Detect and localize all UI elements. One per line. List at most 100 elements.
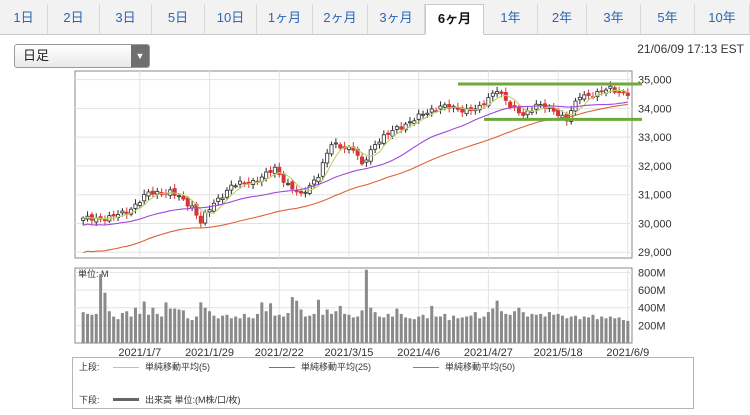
timestamp: 21/06/09 17:13 EST <box>637 42 744 56</box>
candle-up <box>438 105 443 110</box>
tab-1[interactable]: 1日 <box>0 4 48 34</box>
volume-bar <box>569 316 573 343</box>
volume-bar <box>142 301 146 343</box>
volume-bar <box>221 315 225 343</box>
period-select-value: 日足 <box>23 48 50 63</box>
candle-down <box>290 181 295 190</box>
candle-down <box>625 92 630 96</box>
tab-4[interactable]: 5日 <box>152 4 205 34</box>
price-tick-label: 33,000 <box>638 132 672 144</box>
chevron-down-icon[interactable]: ▼ <box>131 45 149 67</box>
price-tick-label: 30,000 <box>638 218 672 230</box>
candle-up <box>421 113 426 116</box>
price-tick-label: 35,000 <box>638 75 672 87</box>
candle-down <box>198 215 203 224</box>
volume-bar <box>351 317 355 343</box>
candle-up <box>429 108 434 113</box>
tab-9[interactable]: 6ヶ月 <box>425 4 484 35</box>
volume-bar <box>386 313 390 343</box>
legend-ma5-swatch <box>113 367 139 368</box>
volume-bar <box>190 320 194 343</box>
period-tabs: 1日 2日 3日 5日 10日 1ヶ月 2ヶ月 3ヶ月 6ヶ月 1年 2年 3年 5年 10年 <box>0 0 750 35</box>
volume-bar <box>478 318 482 343</box>
tab-8[interactable]: 3ヶ月 <box>368 4 425 34</box>
candle-up <box>316 176 321 183</box>
tab-12[interactable]: 3年 <box>587 4 641 34</box>
legend-volume-swatch <box>113 398 139 401</box>
candle-up <box>416 113 421 120</box>
candle-up <box>407 121 412 124</box>
volume-bar <box>277 314 281 343</box>
volume-bar <box>587 317 591 343</box>
tab-7[interactable]: 2ヶ月 <box>313 4 368 34</box>
candle-up <box>224 189 229 198</box>
candle-down <box>268 170 273 173</box>
candle-down <box>621 91 626 94</box>
volume-bar <box>600 316 604 343</box>
tab-3[interactable]: 3日 <box>100 4 152 34</box>
volume-bar <box>343 313 347 343</box>
candle-up <box>577 96 582 101</box>
volume-bar <box>547 312 551 343</box>
legend-ma-items: 単純移動平均(5) 単純移動平均(25) 単純移動平均(50) <box>107 360 687 374</box>
volume-bar <box>255 313 259 343</box>
volume-bar <box>234 316 238 343</box>
volume-bar <box>316 299 320 343</box>
tab-10[interactable]: 1年 <box>484 4 538 34</box>
volume-bar <box>133 307 137 343</box>
volume-tick-label: 600M <box>638 285 666 297</box>
candle-up <box>264 171 269 180</box>
price-tick-label: 29,000 <box>638 247 672 259</box>
volume-bar <box>591 314 595 343</box>
volume-bar <box>112 316 116 343</box>
tab-6[interactable]: 1ヶ月 <box>257 4 313 34</box>
x-tick-label: 2021/4/6 <box>397 347 440 359</box>
volume-bar <box>147 314 151 343</box>
x-tick-label: 2021/2/22 <box>255 347 304 359</box>
volume-bar <box>199 302 203 343</box>
candle-down <box>551 107 556 112</box>
volume-bar <box>356 316 360 343</box>
volume-bar <box>578 319 582 343</box>
volume-bar <box>412 319 416 343</box>
candle-down <box>181 195 186 200</box>
candle-down <box>281 173 286 183</box>
candle-up <box>477 104 482 111</box>
tab-5[interactable]: 10日 <box>205 4 257 34</box>
candle-up <box>203 212 208 224</box>
candle-up <box>211 202 216 212</box>
volume-bar <box>295 300 299 343</box>
tab-13[interactable]: 5年 <box>641 4 695 34</box>
x-tick-label: 2021/1/29 <box>185 347 234 359</box>
volume-tick-label: 200M <box>638 320 666 332</box>
candle-down <box>102 219 107 222</box>
candle-up <box>207 209 212 213</box>
volume-bar <box>151 307 155 343</box>
legend-lower-label: 下段: <box>79 395 100 405</box>
volume-bar <box>269 303 273 343</box>
volume-bar <box>299 309 303 343</box>
volume-bar <box>508 314 512 343</box>
volume-bar <box>574 315 578 343</box>
volume-bar <box>382 317 386 343</box>
candle-down <box>521 112 526 116</box>
volume-bar <box>120 313 124 343</box>
volume-bar <box>330 313 334 343</box>
volume-bar <box>604 318 608 343</box>
candle-up <box>582 94 587 100</box>
ma-5-line <box>83 89 628 220</box>
volume-bar <box>129 316 133 343</box>
volume-bar <box>212 315 216 343</box>
volume-bar <box>312 313 316 343</box>
tab-11[interactable]: 2年 <box>538 4 587 34</box>
volume-bar <box>160 316 164 343</box>
volume-bar <box>608 316 612 343</box>
tab-2[interactable]: 2日 <box>48 4 100 34</box>
period-select[interactable]: 日足 ▼ <box>14 44 150 68</box>
ma-25-line <box>83 101 628 226</box>
candle-up <box>573 100 578 112</box>
candle-down <box>386 132 391 135</box>
volume-bar <box>125 311 129 343</box>
volume-bar <box>181 310 185 343</box>
price-panel <box>74 70 633 259</box>
